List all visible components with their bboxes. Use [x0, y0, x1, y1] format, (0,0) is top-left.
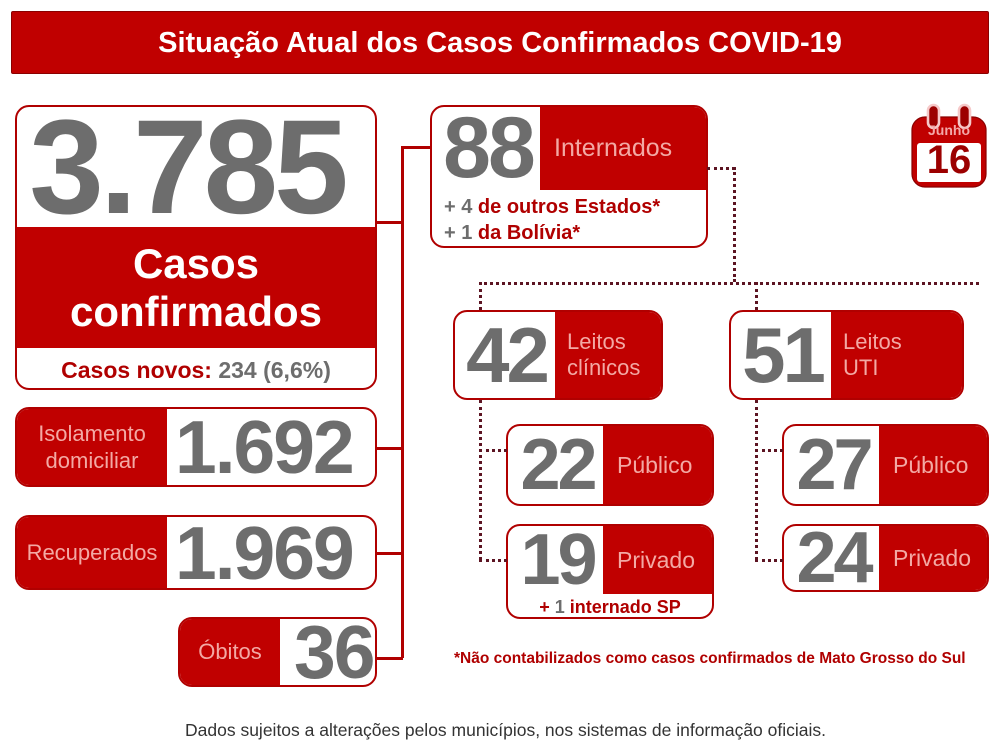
svg-text:Junho: Junho	[928, 122, 970, 138]
svg-text:16: 16	[927, 138, 972, 182]
